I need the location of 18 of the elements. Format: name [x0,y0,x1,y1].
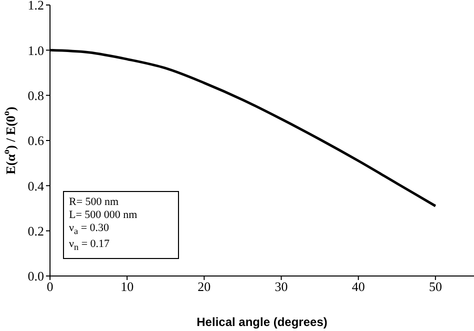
y-tick-label: 1.0 [28,42,44,58]
x-tick-label: 20 [198,279,211,294]
y-tick-label: 0.2 [28,223,44,238]
annotation: ν$_{a}$ = 0.30 [69,222,110,236]
y-tick-label: 0.0 [28,268,44,284]
annotation: ν$_{n}$ = 0.17 [69,238,110,252]
y-tick-label: 0.8 [28,88,44,103]
x-tick-label: 40 [352,279,365,294]
x-tick-label: 30 [274,279,288,294]
x-tick-label: 10 [120,279,134,294]
y-tick-label: 0.6 [28,133,44,148]
x-tick-label: 0 [46,279,54,294]
y-tick-label: 1.2 [28,0,44,13]
x-axis-title: Helical angle (degrees) [196,315,328,329]
annotation: R= 500 nm [69,196,119,208]
x-tick-label: 50 [428,279,442,294]
y-tick-label: 0.4 [28,178,44,194]
annotation: L= 500 000 nm [69,209,138,221]
